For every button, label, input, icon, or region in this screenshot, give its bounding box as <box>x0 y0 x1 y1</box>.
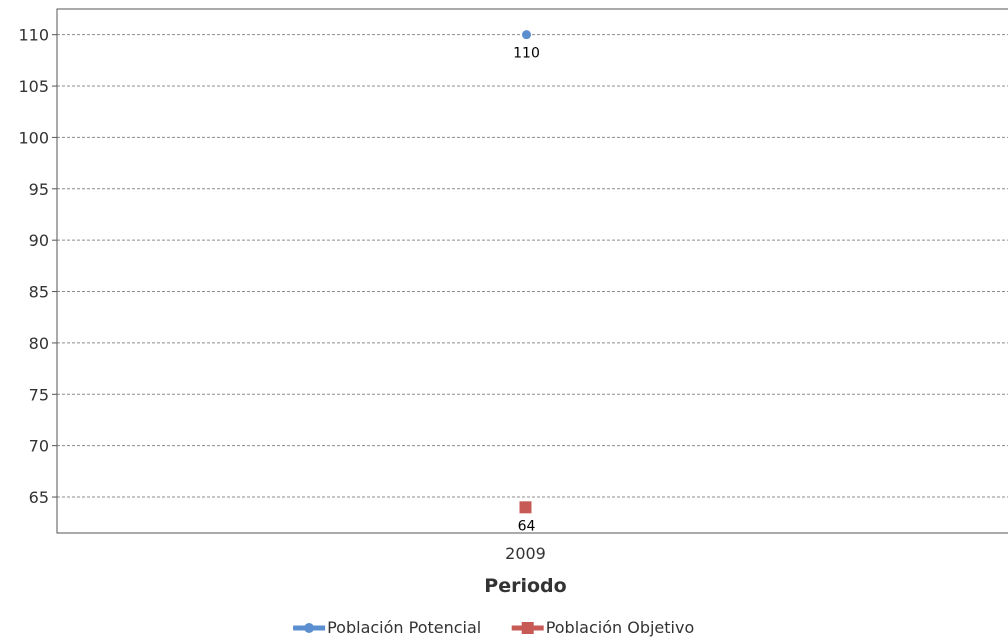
plot-area <box>56 8 1008 534</box>
y-tick-label: 100 <box>18 128 49 147</box>
x-axis-title: Periodo <box>484 575 566 597</box>
y-tick-label: 65 <box>29 488 49 507</box>
data-point[interactable] <box>519 501 532 514</box>
y-tick-label: 80 <box>29 334 49 353</box>
data-label: 64 <box>518 518 536 534</box>
gridlines <box>57 34 1008 498</box>
legend-marker <box>521 622 534 634</box>
y-axis-ticks: 65 70 75 80 85 90 95 100 105 110 <box>18 26 57 507</box>
legend-label: Población Potencial <box>327 618 481 637</box>
y-tick-label: 95 <box>29 180 49 199</box>
legend-item[interactable]: Población Objetivo <box>511 618 695 637</box>
y-tick-label: 85 <box>29 283 49 302</box>
legend[interactable]: Población Potencial Población Objetivo <box>293 618 694 637</box>
x-axis-ticks: 2009 <box>505 544 546 563</box>
series-poblaci-n-objetivo: 64 <box>518 501 536 534</box>
y-tick-label: 75 <box>29 385 49 404</box>
series-poblaci-n-potencial: 110 <box>513 30 540 62</box>
y-tick-label: 70 <box>29 437 49 456</box>
data-label: 110 <box>513 46 540 62</box>
data-point[interactable] <box>522 30 531 40</box>
y-tick-label: 110 <box>18 26 49 45</box>
legend-marker <box>304 623 315 633</box>
y-tick-label: 105 <box>18 77 49 96</box>
legend-label: Población Objetivo <box>546 618 695 637</box>
x-tick-label: 2009 <box>505 544 546 563</box>
series-layer: 110 64 <box>513 30 540 534</box>
legend-item[interactable]: Población Potencial <box>293 618 481 637</box>
y-tick-label: 90 <box>29 231 49 250</box>
